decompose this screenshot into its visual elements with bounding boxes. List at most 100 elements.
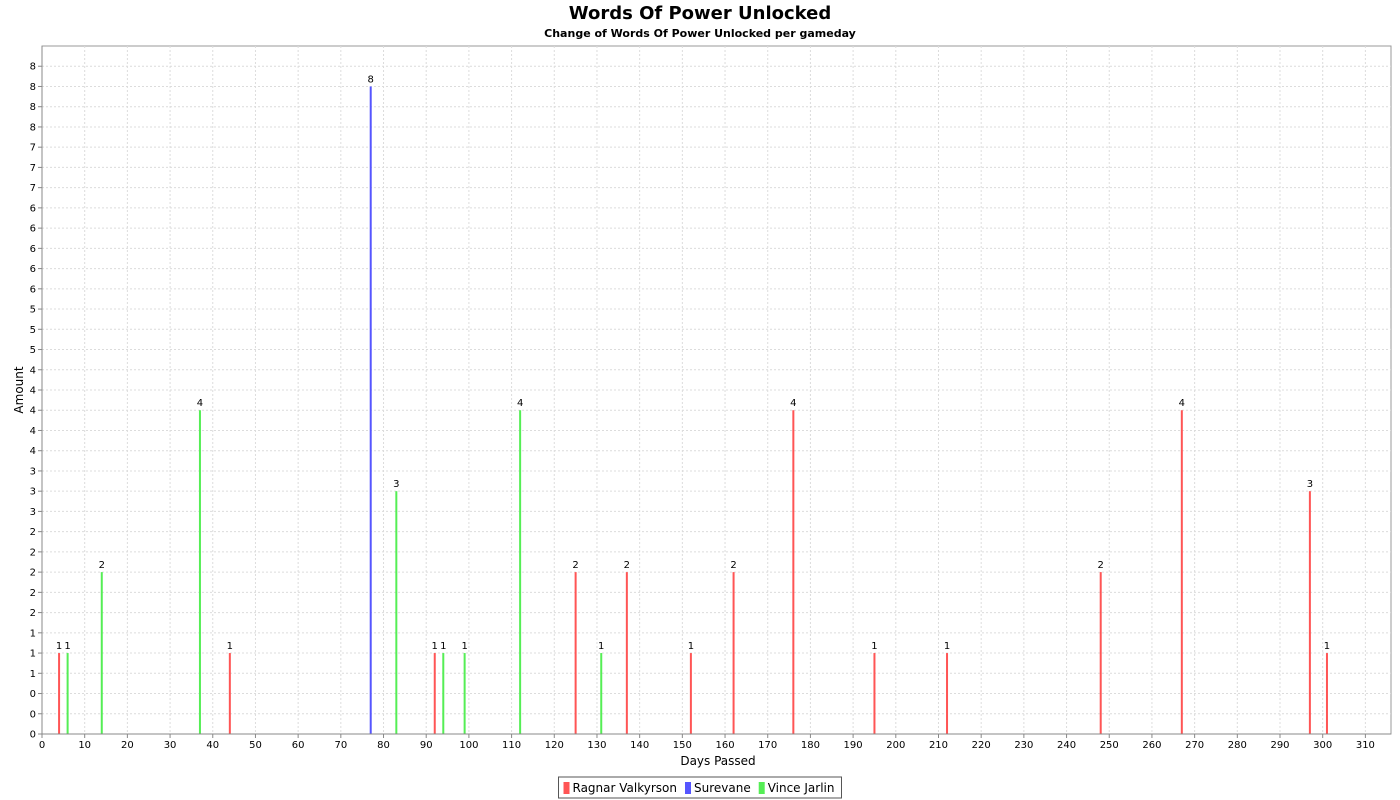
x-tick-label: 120: [545, 740, 564, 751]
y-tick-label: 1: [30, 669, 36, 680]
bar-vince-jarlin: [66, 653, 69, 734]
y-tick-label: 1: [30, 628, 36, 639]
y-tick-label: 8: [30, 102, 36, 113]
bar-value-label: 1: [944, 641, 950, 652]
y-tick-label: 8: [30, 82, 36, 93]
y-axis-ticks: 0 0 0 1 1 1 2 2 2 2 2 3 3 3 4 4 4 4 4 5 5 5 6 6 6 6 6 7 7 7 8 8 8 8: [30, 62, 42, 741]
bar-value-label: 3: [1307, 479, 1313, 490]
bar-value-label: 4: [517, 398, 523, 409]
legend-label: Ragnar Valkyrson: [573, 781, 677, 795]
x-tick-label: 100: [459, 740, 478, 751]
x-tick-label: 280: [1228, 740, 1247, 751]
y-tick-label: 5: [30, 325, 36, 336]
y-tick-label: 1: [30, 649, 36, 660]
x-tick-label: 60: [292, 740, 305, 751]
chart-title: Words Of Power Unlocked: [569, 3, 831, 24]
x-tick-label: 30: [164, 740, 177, 751]
y-tick-label: 8: [30, 62, 36, 73]
legend: Ragnar Valkyrson Surevane Vince Jarlin: [558, 776, 842, 799]
x-tick-label: 110: [502, 740, 521, 751]
bar-value-label: 1: [432, 641, 438, 652]
bar-ragnar-valkyrson: [873, 653, 876, 734]
bar-value-label: 2: [1098, 560, 1104, 571]
y-tick-label: 4: [30, 386, 36, 397]
y-tick-label: 6: [30, 244, 36, 255]
y-tick-label: 0: [30, 730, 36, 741]
x-axis-label: Days Passed: [680, 754, 755, 768]
y-tick-label: 5: [30, 305, 36, 316]
y-tick-label: 4: [30, 406, 36, 417]
bar-ragnar-valkyrson: [792, 410, 795, 734]
bar-ragnar-valkyrson: [433, 653, 436, 734]
bar-vince-jarlin: [442, 653, 445, 734]
bar-value-label: 2: [99, 560, 105, 571]
y-tick-label: 6: [30, 284, 36, 295]
x-tick-label: 90: [420, 740, 433, 751]
bar-value-label: 1: [56, 641, 62, 652]
x-tick-label: 220: [972, 740, 991, 751]
y-tick-label: 3: [30, 507, 36, 518]
y-tick-label: 2: [30, 527, 36, 538]
x-tick-label: 10: [78, 740, 91, 751]
legend-box: [558, 776, 842, 799]
y-tick-label: 8: [30, 122, 36, 133]
x-tick-label: 190: [844, 740, 863, 751]
y-tick-label: 4: [30, 446, 36, 457]
y-tick-label: 4: [30, 426, 36, 437]
x-tick-label: 310: [1356, 740, 1375, 751]
y-tick-label: 2: [30, 547, 36, 558]
legend-swatch-ragnar-valkyrson: [563, 782, 570, 794]
x-tick-label: 50: [249, 740, 262, 751]
bar-value-label: 1: [688, 641, 694, 652]
x-tick-label: 180: [801, 740, 820, 751]
bar-ragnar-valkyrson: [1180, 410, 1183, 734]
legend-swatch-surevane: [684, 782, 691, 794]
y-tick-label: 7: [30, 183, 36, 194]
bar-surevane: [369, 86, 372, 735]
legend-swatch-vince-jarlin: [758, 782, 765, 794]
bar-vince-jarlin: [600, 653, 603, 734]
x-tick-label: 230: [1014, 740, 1033, 751]
x-tick-label: 20: [121, 740, 134, 751]
bar-vince-jarlin: [100, 572, 103, 734]
bar-value-label: 2: [730, 560, 736, 571]
bar-value-label: 1: [64, 641, 70, 652]
bar-ragnar-valkyrson: [732, 572, 735, 734]
bar-value-label: 4: [790, 398, 796, 409]
bar-ragnar-valkyrson: [1325, 653, 1328, 734]
bar-ragnar-valkyrson: [574, 572, 577, 734]
x-tick-label: 240: [1057, 740, 1076, 751]
bar-vince-jarlin: [519, 410, 522, 734]
bar-value-label: 8: [368, 74, 374, 85]
legend-label: Surevane: [694, 781, 751, 795]
bar-ragnar-valkyrson: [1099, 572, 1102, 734]
bar-value-label: 2: [624, 560, 630, 571]
x-tick-label: 260: [1142, 740, 1161, 751]
y-tick-label: 2: [30, 608, 36, 619]
grid-lines: [42, 46, 1391, 734]
x-tick-label: 170: [758, 740, 777, 751]
bar-value-label: 1: [461, 641, 467, 652]
bar-value-label: 4: [1179, 398, 1185, 409]
bar-value-label: 1: [598, 641, 604, 652]
bar-vince-jarlin: [198, 410, 201, 734]
x-tick-label: 80: [377, 740, 390, 751]
bar-value-label: 2: [572, 560, 578, 571]
x-tick-label: 40: [206, 740, 219, 751]
bar-value-label: 3: [393, 479, 399, 490]
x-tick-label: 270: [1185, 740, 1204, 751]
y-tick-label: 3: [30, 487, 36, 498]
bar-value-label: 1: [871, 641, 877, 652]
bar-ragnar-valkyrson: [1308, 491, 1311, 734]
y-tick-label: 5: [30, 345, 36, 356]
x-tick-label: 200: [886, 740, 905, 751]
y-tick-label: 2: [30, 568, 36, 579]
y-axis-label: Amount: [12, 366, 26, 413]
chart-subtitle: Change of Words Of Power Unlocked per ga…: [544, 27, 856, 40]
bar-ragnar-valkyrson: [689, 653, 692, 734]
x-tick-label: 130: [587, 740, 606, 751]
bar-value-label: 1: [227, 641, 233, 652]
x-tick-label: 140: [630, 740, 649, 751]
x-tick-label: 150: [673, 740, 692, 751]
